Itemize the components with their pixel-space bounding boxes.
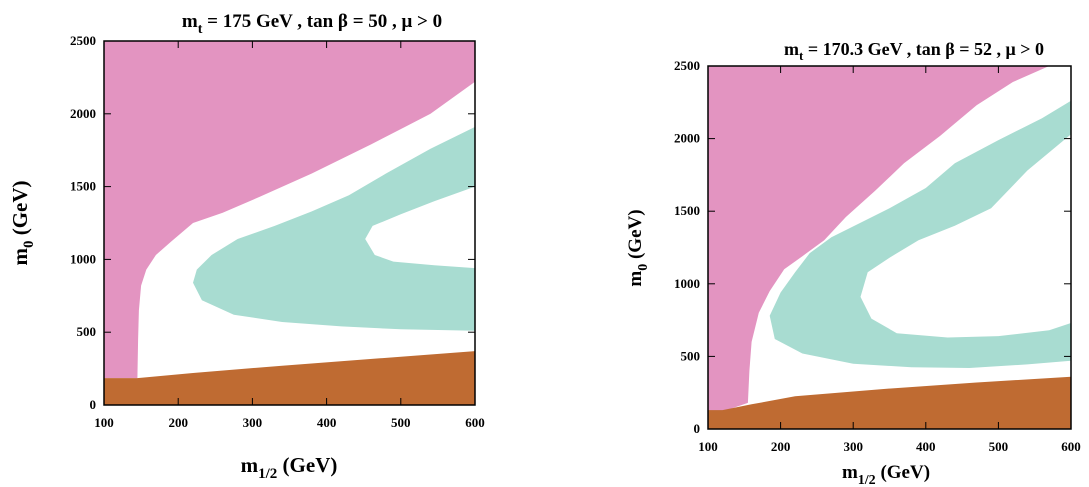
region-teal <box>193 126 475 331</box>
x-tick-label: 400 <box>317 415 337 430</box>
x-tick-label: 500 <box>989 439 1009 454</box>
x-tick-label: 100 <box>94 415 114 430</box>
regions <box>104 41 475 405</box>
y-tick-label: 1000 <box>70 251 96 266</box>
y-tick-label: 2000 <box>70 106 96 121</box>
chart-panel-left: 100 200 300 400 500 600 0 500 1000 1500 2000 2500 mt… <box>8 11 485 482</box>
region-brown <box>104 351 475 405</box>
region-teal <box>769 100 1071 369</box>
y-tick-label: 2000 <box>674 131 700 146</box>
x-tick-label: 200 <box>168 415 188 430</box>
x-tick-label: 300 <box>243 415 263 430</box>
y-tick-label: 1000 <box>674 276 700 291</box>
plot-frame <box>707 65 1072 430</box>
y-tick-label: 500 <box>681 348 701 363</box>
y-axis-title: m0 (GeV) <box>625 209 651 286</box>
x-axis-title: m1/2 (GeV) <box>842 462 930 487</box>
y-axis-title: m0 (GeV) <box>8 180 37 265</box>
x-tick-label: 300 <box>843 439 863 454</box>
region-pink <box>708 66 1050 412</box>
y-tick-label: 500 <box>77 324 97 339</box>
x-tick-label: 600 <box>1061 439 1081 454</box>
plot-frame <box>103 40 476 406</box>
ticks: 100 200 300 400 500 600 0 500 1000 1500 2000 2500 <box>70 33 485 430</box>
y-tick-label: 0 <box>90 397 97 412</box>
x-tick-label: 600 <box>465 415 485 430</box>
y-tick-label: 1500 <box>674 203 700 218</box>
chart-panel-right: 100 200 300 400 500 600 0 500 1000 1500 2000 2500 mt… <box>625 39 1081 487</box>
chart-title: mt = 175 GeV , tan β = 50 , μ > 0 <box>182 11 442 37</box>
y-tick-label: 0 <box>694 421 701 436</box>
x-tick-label: 500 <box>391 415 411 430</box>
x-axis-title: m1/2 (GeV) <box>241 453 338 482</box>
x-tick-label: 400 <box>916 439 936 454</box>
y-tick-label: 2500 <box>70 33 96 48</box>
x-tick-label: 200 <box>771 439 791 454</box>
chart-title: mt = 170.3 GeV , tan β = 52 , μ > 0 <box>784 39 1044 63</box>
y-tick-label: 2500 <box>674 58 700 73</box>
regions <box>708 66 1071 429</box>
region-brown <box>708 376 1071 429</box>
x-tick-label: 100 <box>698 439 718 454</box>
region-pink <box>104 41 475 379</box>
y-tick-label: 1500 <box>70 179 96 194</box>
